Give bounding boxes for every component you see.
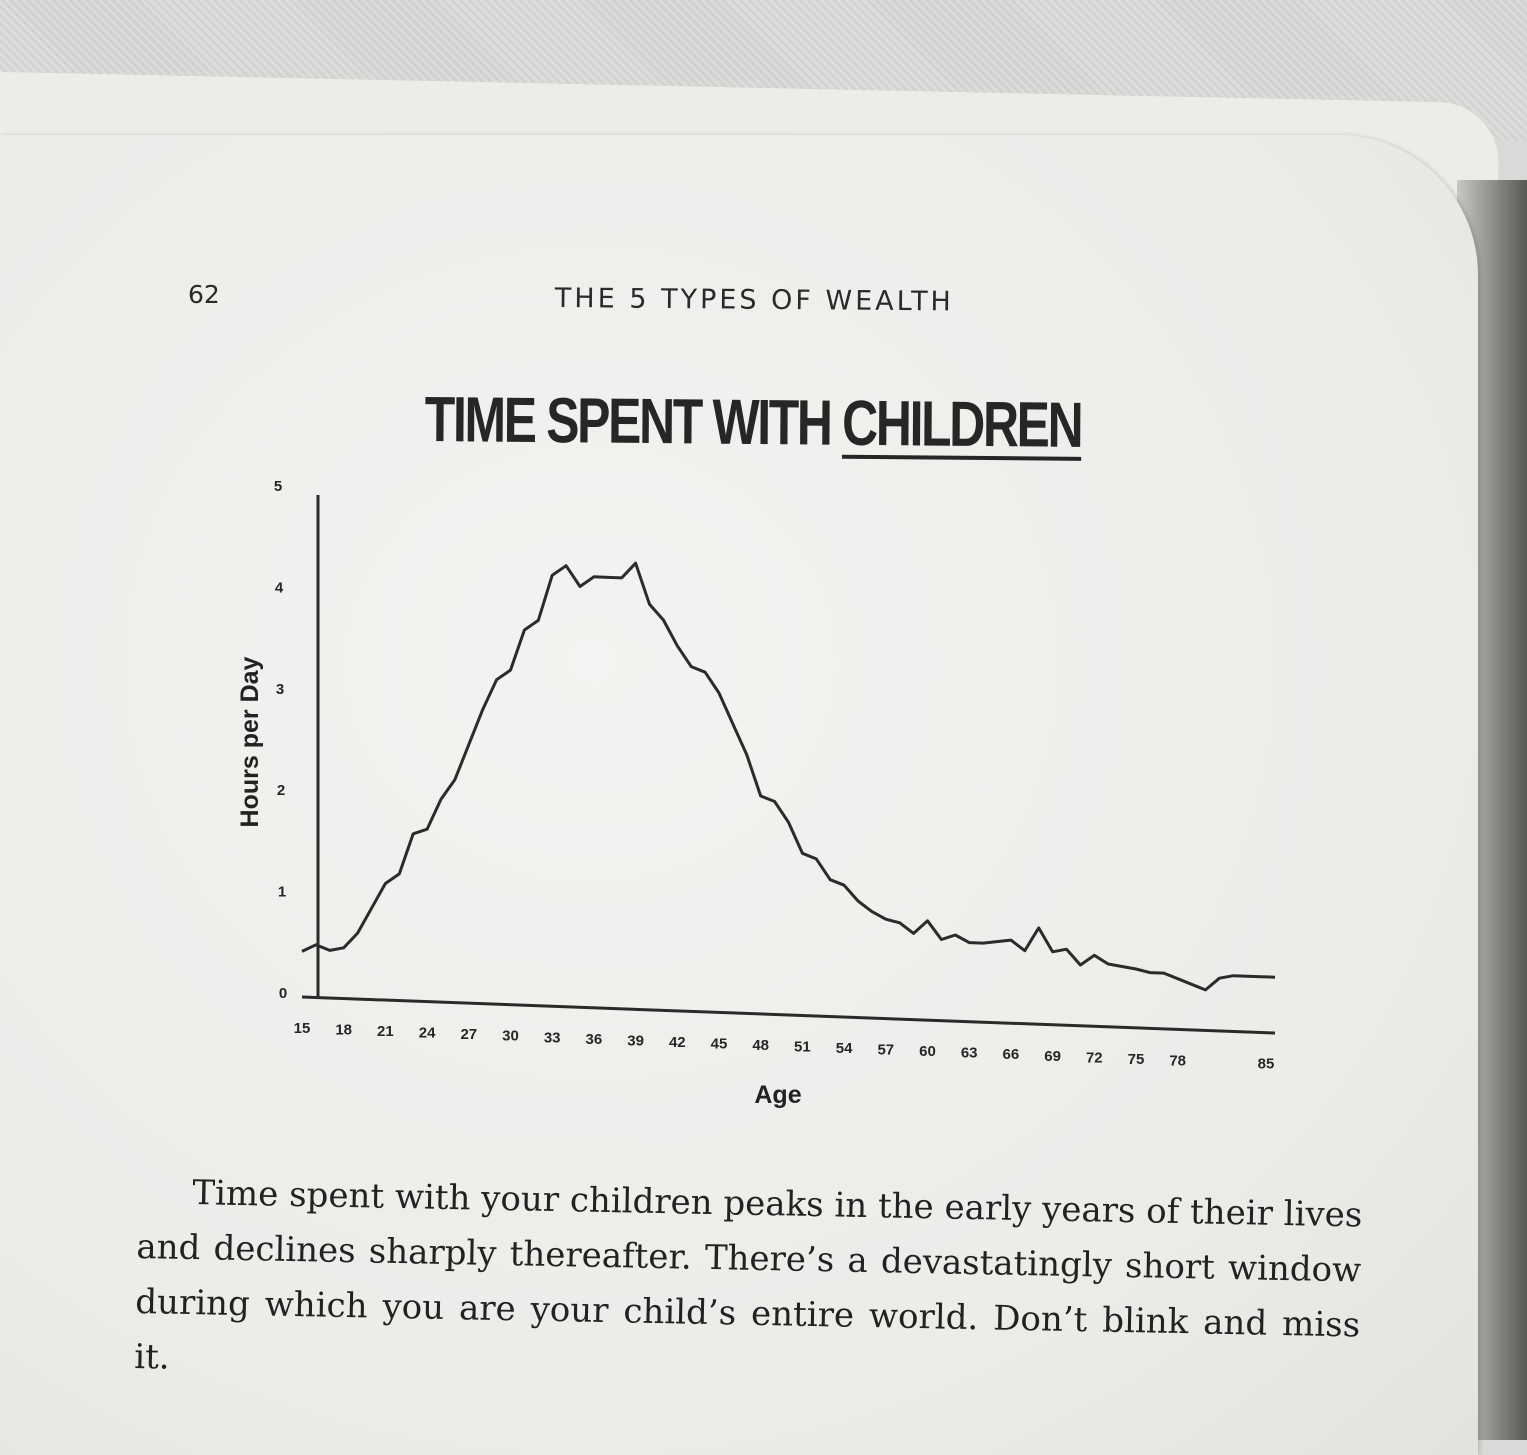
x-tick-label: 30: [502, 1028, 519, 1045]
x-tick-labels: 15 18 21 24 27 30 33 36 39 42 45 48 51 54 57 60 63 66 69 72…: [294, 1020, 1275, 1073]
x-tick-label: 57: [877, 1042, 894, 1059]
x-tick-label: 18: [335, 1022, 352, 1039]
x-tick-label: 85: [1258, 1056, 1275, 1073]
x-tick-label: 42: [669, 1034, 686, 1051]
x-tick-label: 48: [752, 1037, 769, 1054]
x-tick-label: 15: [294, 1020, 311, 1037]
book-page: [0, 135, 1478, 1455]
x-tick-label: 60: [919, 1043, 936, 1060]
x-tick-label: 63: [961, 1045, 978, 1062]
x-tick-label: 78: [1169, 1052, 1186, 1069]
y-tick-label: 0: [279, 985, 287, 1002]
x-tick-label: 66: [1003, 1046, 1020, 1063]
y-tick-label: 5: [274, 478, 282, 495]
x-tick-label: 27: [460, 1026, 477, 1043]
y-tick-labels: 0 1 2 3 4 5: [274, 478, 287, 1002]
x-tick-label: 69: [1044, 1048, 1061, 1065]
x-axis-line: [301, 995, 1276, 1035]
x-tick-label: 75: [1128, 1051, 1145, 1068]
x-axis-label: Age: [754, 1081, 801, 1109]
x-tick-label: 51: [794, 1039, 811, 1056]
y-tick-label: 4: [275, 579, 284, 596]
y-axis-label: Hours per Day: [236, 656, 264, 827]
page-number: 62: [188, 280, 220, 309]
y-tick-label: 3: [276, 681, 284, 698]
x-tick-label: 45: [711, 1035, 728, 1052]
body-paragraph: Time spent with your children peaks in t…: [133, 1173, 1363, 1378]
x-tick-label: 24: [419, 1025, 436, 1042]
y-tick-label: 2: [277, 782, 285, 799]
x-tick-label: 54: [836, 1040, 853, 1057]
x-tick-label: 33: [544, 1029, 561, 1046]
x-tick-label: 39: [627, 1032, 644, 1049]
x-tick-label: 36: [586, 1031, 603, 1048]
x-tick-label: 21: [377, 1023, 394, 1040]
y-tick-label: 1: [278, 884, 286, 901]
x-tick-label: 72: [1086, 1049, 1103, 1066]
series-line: [301, 561, 1276, 992]
